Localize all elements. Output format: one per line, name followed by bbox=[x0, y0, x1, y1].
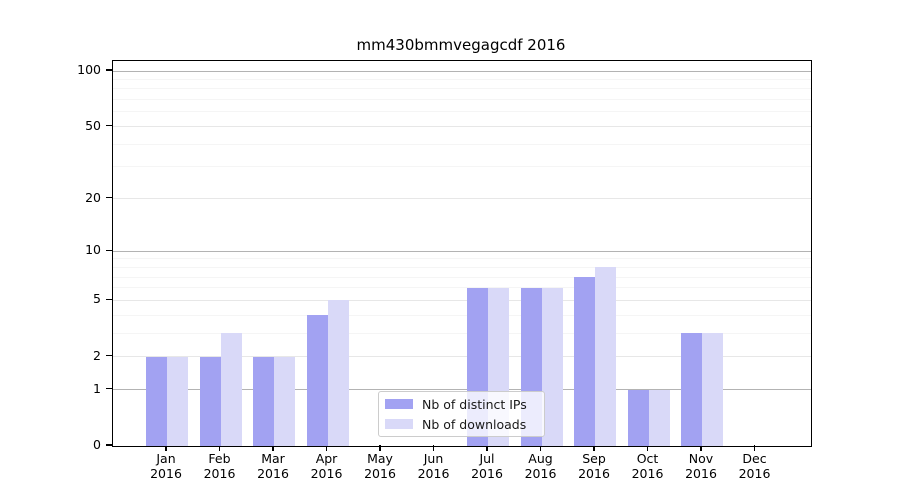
bar-distinct-ips-sep-2016 bbox=[574, 277, 595, 446]
x-tick-mark-jan bbox=[165, 445, 167, 451]
legend-swatch-downloads bbox=[385, 419, 413, 429]
bar-distinct-ips-apr-2016 bbox=[306, 315, 328, 446]
bar-downloads-aug-2016 bbox=[541, 287, 563, 446]
x-tick-mark-mar bbox=[272, 445, 274, 451]
x-tick-mark-apr bbox=[325, 445, 328, 451]
chart-title: mm430bmmvegagcdf 2016 bbox=[356, 36, 566, 54]
x-tick-label-jun-2016: Jun 2016 bbox=[417, 451, 450, 481]
plot-area bbox=[112, 60, 812, 447]
gridline-minor-40 bbox=[113, 143, 811, 145]
y-tick-label-2: 2 bbox=[93, 347, 101, 363]
gridline-minor-9 bbox=[113, 258, 811, 260]
x-tick-label-dec-2016: Dec 2016 bbox=[738, 451, 771, 481]
gridline-minor-4 bbox=[113, 314, 811, 316]
y-tick-mark-5 bbox=[106, 298, 112, 300]
legend: Nb of distinct IPs Nb of downloads bbox=[378, 391, 545, 437]
legend-swatch-distinct-ips bbox=[385, 399, 413, 409]
x-tick-mark-sep bbox=[593, 445, 595, 451]
bar-distinct-ips-nov-2016 bbox=[681, 333, 702, 446]
gridline-minor-3 bbox=[113, 332, 811, 334]
gridline-minor-60 bbox=[113, 111, 811, 113]
x-tick-mark-oct bbox=[646, 445, 649, 451]
bar-downloads-feb-2016 bbox=[220, 333, 242, 446]
x-tick-label-mar-2016: Mar 2016 bbox=[257, 451, 289, 481]
gridline-major-50 bbox=[113, 126, 811, 128]
bar-downloads-apr-2016 bbox=[327, 300, 349, 446]
gridline-minor-90 bbox=[113, 78, 811, 80]
bar-distinct-ips-feb-2016 bbox=[199, 356, 221, 446]
legend-label-downloads: Nb of downloads bbox=[422, 416, 527, 432]
gridline-major-2 bbox=[113, 356, 811, 358]
gridline-minor-80 bbox=[113, 88, 811, 90]
y-tick-mark-50 bbox=[106, 124, 112, 127]
bar-distinct-ips-oct-2016 bbox=[627, 389, 649, 446]
gridline-major-20 bbox=[113, 198, 811, 200]
legend-item-downloads: Nb of downloads bbox=[385, 416, 538, 433]
x-tick-label-aug-2016: Aug 2016 bbox=[524, 451, 557, 481]
y-tick-mark-10 bbox=[106, 249, 112, 251]
x-tick-mark-jul bbox=[486, 445, 488, 451]
x-tick-mark-may bbox=[379, 445, 381, 451]
x-tick-mark-aug bbox=[539, 445, 542, 451]
x-tick-label-oct-2016: Oct 2016 bbox=[631, 451, 664, 481]
y-tick-label-20: 20 bbox=[85, 189, 101, 205]
gridline-major-10 bbox=[113, 250, 811, 252]
bar-distinct-ips-mar-2016 bbox=[253, 356, 274, 446]
x-tick-label-jul-2016: Jul 2016 bbox=[471, 451, 503, 481]
y-tick-mark-100 bbox=[106, 69, 112, 71]
x-tick-label-feb-2016: Feb 2016 bbox=[203, 451, 236, 481]
legend-label-distinct-ips: Nb of distinct IPs bbox=[422, 396, 527, 412]
gridline-minor-6 bbox=[113, 287, 811, 289]
bar-downloads-mar-2016 bbox=[274, 356, 295, 446]
y-tick-label-1: 1 bbox=[93, 380, 101, 396]
x-tick-label-jan-2016: Jan 2016 bbox=[150, 451, 182, 481]
y-tick-mark-2 bbox=[106, 355, 112, 357]
y-tick-label-50: 50 bbox=[85, 117, 101, 133]
gridline-minor-70 bbox=[113, 99, 811, 101]
legend-item-distinct-ips: Nb of distinct IPs bbox=[385, 396, 538, 413]
x-tick-mark-feb bbox=[218, 445, 221, 451]
x-tick-label-may-2016: May 2016 bbox=[364, 451, 396, 481]
gridline-minor-7 bbox=[113, 276, 811, 278]
y-tick-label-100: 100 bbox=[77, 62, 101, 77]
gridline-minor-8 bbox=[113, 266, 811, 268]
y-tick-label-0: 0 bbox=[93, 437, 101, 452]
gridline-major-5 bbox=[113, 299, 811, 301]
bar-downloads-sep-2016 bbox=[595, 267, 616, 446]
bar-distinct-ips-jan-2016 bbox=[146, 356, 167, 446]
gridline-major-1 bbox=[113, 389, 811, 391]
x-tick-mark-nov bbox=[700, 445, 702, 451]
gridline-minor-30 bbox=[113, 166, 811, 168]
bar-downloads-oct-2016 bbox=[648, 389, 670, 446]
x-tick-mark-dec bbox=[753, 445, 756, 451]
x-tick-label-apr-2016: Apr 2016 bbox=[310, 451, 343, 481]
gridline-major-100 bbox=[113, 70, 811, 72]
y-tick-label-10: 10 bbox=[85, 242, 101, 258]
x-tick-mark-jun bbox=[432, 445, 435, 451]
bar-downloads-jan-2016 bbox=[167, 356, 188, 446]
y-tick-mark-0 bbox=[106, 444, 112, 446]
x-tick-label-sep-2016: Sep 2016 bbox=[578, 451, 610, 481]
x-tick-label-nov-2016: Nov 2016 bbox=[685, 451, 717, 481]
y-tick-mark-20 bbox=[106, 197, 112, 199]
bar-downloads-nov-2016 bbox=[702, 333, 723, 446]
y-tick-label-5: 5 bbox=[93, 291, 101, 307]
y-tick-mark-1 bbox=[106, 388, 112, 390]
